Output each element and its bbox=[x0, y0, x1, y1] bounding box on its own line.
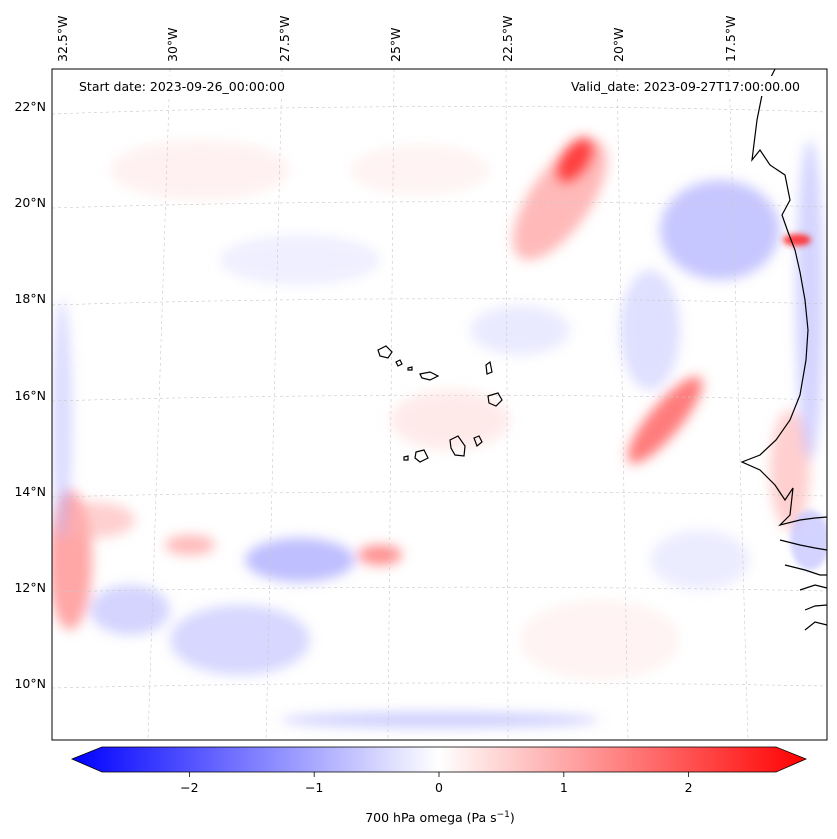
lat-label: 14°N bbox=[14, 484, 46, 499]
coastline bbox=[740, 68, 828, 631]
omega-field bbox=[52, 137, 827, 728]
lon-label: 22.5°W bbox=[500, 16, 515, 62]
colorbar: −2 −1 0 1 2 700 hPa omega (Pa s−1) bbox=[70, 746, 808, 825]
start-date-label: Start date: 2023-09-26_00:00:00 bbox=[79, 79, 285, 94]
lon-label: 32.5°W bbox=[55, 16, 70, 62]
cape-verde-islands bbox=[377, 345, 503, 463]
valid-date-box bbox=[540, 76, 806, 96]
colorbar-ticks: −2 −1 0 1 2 bbox=[180, 772, 693, 795]
graticule bbox=[51, 68, 828, 741]
lon-label: 25°W bbox=[388, 27, 403, 62]
colorbar-body bbox=[70, 746, 808, 773]
lat-label: 16°N bbox=[14, 388, 46, 403]
colorbar-tick-label: −1 bbox=[305, 780, 323, 795]
colorbar-tick-label: 2 bbox=[685, 780, 693, 795]
start-date-box bbox=[72, 76, 318, 96]
colorbar-label: 700 hPa omega (Pa s−1) bbox=[365, 810, 515, 825]
colorbar-tick-label: 1 bbox=[560, 780, 568, 795]
lat-label: 20°N bbox=[14, 195, 46, 210]
longitude-labels: 32.5°W 30°W 27.5°W 25°W 22.5°W 20°W 17.5… bbox=[55, 16, 738, 62]
lon-label: 30°W bbox=[165, 27, 180, 62]
lon-label: 20°W bbox=[611, 27, 626, 62]
lat-label: 18°N bbox=[14, 291, 46, 306]
africa-coast bbox=[740, 68, 828, 527]
latitude-labels: 22°N 20°N 18°N 16°N 14°N 12°N 10°N bbox=[14, 99, 46, 691]
map-frame bbox=[51, 68, 828, 741]
lon-label: 17.5°W bbox=[723, 16, 738, 62]
lat-label: 10°N bbox=[14, 676, 46, 691]
colorbar-tick-label: 0 bbox=[435, 780, 443, 795]
lon-label: 27.5°W bbox=[277, 16, 292, 62]
lat-label: 12°N bbox=[14, 580, 46, 595]
map-panel: Start date: 2023-09-26_00:00:00 Valid_da… bbox=[51, 68, 828, 741]
valid-date-label: Valid_date: 2023-09-27T17:00:00.00 bbox=[571, 79, 800, 94]
colorbar-tick-label: −2 bbox=[180, 780, 198, 795]
lat-label: 22°N bbox=[14, 99, 46, 114]
